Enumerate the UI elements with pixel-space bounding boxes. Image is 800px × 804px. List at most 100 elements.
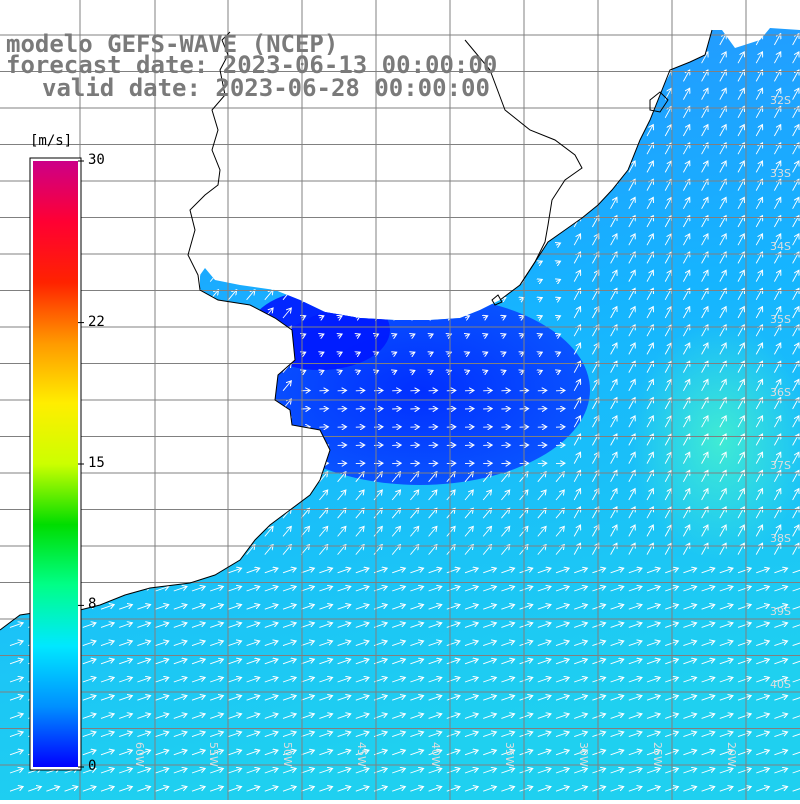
wind-arrow (247, 108, 255, 118)
wind-arrow (10, 344, 18, 354)
wind-arrow (156, 108, 164, 118)
wind-arrow (447, 279, 452, 281)
wind-arrow (10, 381, 18, 391)
latitude-label: 38S (770, 532, 791, 545)
wind-arrow (83, 181, 91, 191)
wind-arrow (338, 225, 343, 227)
wind-arrow (429, 188, 434, 190)
wind-arrow (10, 308, 18, 318)
wind-arrow (501, 188, 506, 190)
wind-arrow (392, 261, 397, 263)
wind-arrow (538, 170, 543, 172)
wind-arrow (83, 344, 91, 354)
wind-arrow (283, 108, 291, 118)
wind-arrow (247, 181, 255, 191)
wind-arrow (174, 272, 182, 282)
wind-arrow (156, 526, 164, 536)
colorbar-tick-label: 30 (88, 152, 105, 168)
wind-arrow (520, 225, 525, 227)
wind-arrow (447, 188, 452, 190)
wind-arrow (156, 308, 164, 318)
wind-arrow (247, 344, 255, 354)
wind-arrow (501, 97, 506, 99)
wind-arrow (356, 152, 361, 154)
wind-arrow (538, 225, 543, 227)
wind-arrow (10, 108, 18, 118)
longitude-label: 50W (281, 742, 294, 767)
wind-arrow (447, 170, 452, 172)
wind-arrow (83, 199, 91, 209)
wind-arrow (392, 207, 397, 209)
wind-arrow (356, 279, 361, 281)
colorbar (33, 161, 78, 767)
wind-arrow (101, 126, 109, 136)
wind-arrow (210, 144, 218, 154)
wind-arrow (137, 454, 145, 464)
wind-arrow (156, 235, 164, 245)
wind-arrow (137, 344, 145, 354)
wind-arrow (65, 108, 73, 118)
wind-arrow (319, 243, 324, 245)
wind-arrow (192, 290, 200, 300)
wind-arrow (10, 290, 18, 300)
wind-arrow (429, 243, 434, 245)
wind-arrow (83, 290, 91, 300)
wind-arrow (119, 126, 127, 136)
wind-arrow (101, 344, 109, 354)
wind-arrow (137, 217, 145, 227)
longitude-label: 30W (577, 742, 590, 767)
wind-arrow (192, 381, 200, 391)
wind-arrow (46, 108, 54, 118)
wind-arrow (247, 126, 255, 136)
wind-arrow (356, 207, 361, 209)
wind-arrow (265, 108, 273, 118)
wind-arrow (83, 526, 91, 536)
wind-arrow (410, 207, 415, 209)
wind-arrow (101, 290, 109, 300)
wind-arrow (247, 308, 255, 318)
wind-arrow (465, 279, 470, 281)
colorbar-tick-label: 8 (88, 596, 96, 612)
wind-arrow (10, 162, 18, 172)
wind-arrow (501, 261, 506, 263)
wind-arrow (483, 225, 488, 227)
wind-arrow (556, 225, 561, 227)
wind-arrow (265, 126, 273, 136)
wind-arrow (465, 188, 470, 190)
wind-arrow (465, 225, 470, 227)
wind-arrow (356, 243, 361, 245)
wind-arrow (174, 417, 182, 427)
wind-arrow (429, 207, 434, 209)
wind-arrow (174, 253, 182, 263)
wind-arrow (210, 344, 218, 354)
wind-arrow (210, 490, 218, 500)
wind-arrow (101, 490, 109, 500)
wind-arrow (447, 207, 452, 209)
wind-arrow (465, 243, 470, 245)
wind-arrow (501, 134, 506, 136)
wind-arrow (356, 116, 361, 118)
wind-arrow (210, 454, 218, 464)
wind-arrow (137, 381, 145, 391)
wind-arrow (429, 316, 434, 318)
latitude-label: 33S (770, 167, 791, 180)
wind-arrow (319, 116, 324, 118)
wind-arrow (137, 144, 145, 154)
wind-arrow (538, 61, 543, 63)
wind-arrow (137, 363, 145, 373)
wind-arrow (410, 152, 415, 154)
wind-arrow (538, 97, 543, 99)
wind-arrow (520, 61, 525, 63)
wind-arrow (10, 363, 18, 373)
wind-arrow (447, 43, 452, 45)
wind-arrow (101, 235, 109, 245)
wind-arrow (429, 116, 434, 118)
latitude-label: 40S (770, 678, 791, 691)
wind-arrow (83, 417, 91, 427)
wind-arrow (119, 526, 127, 536)
wind-arrow (319, 170, 324, 172)
wind-arrow (156, 126, 164, 136)
wind-arrow (156, 181, 164, 191)
wind-arrow (119, 144, 127, 154)
